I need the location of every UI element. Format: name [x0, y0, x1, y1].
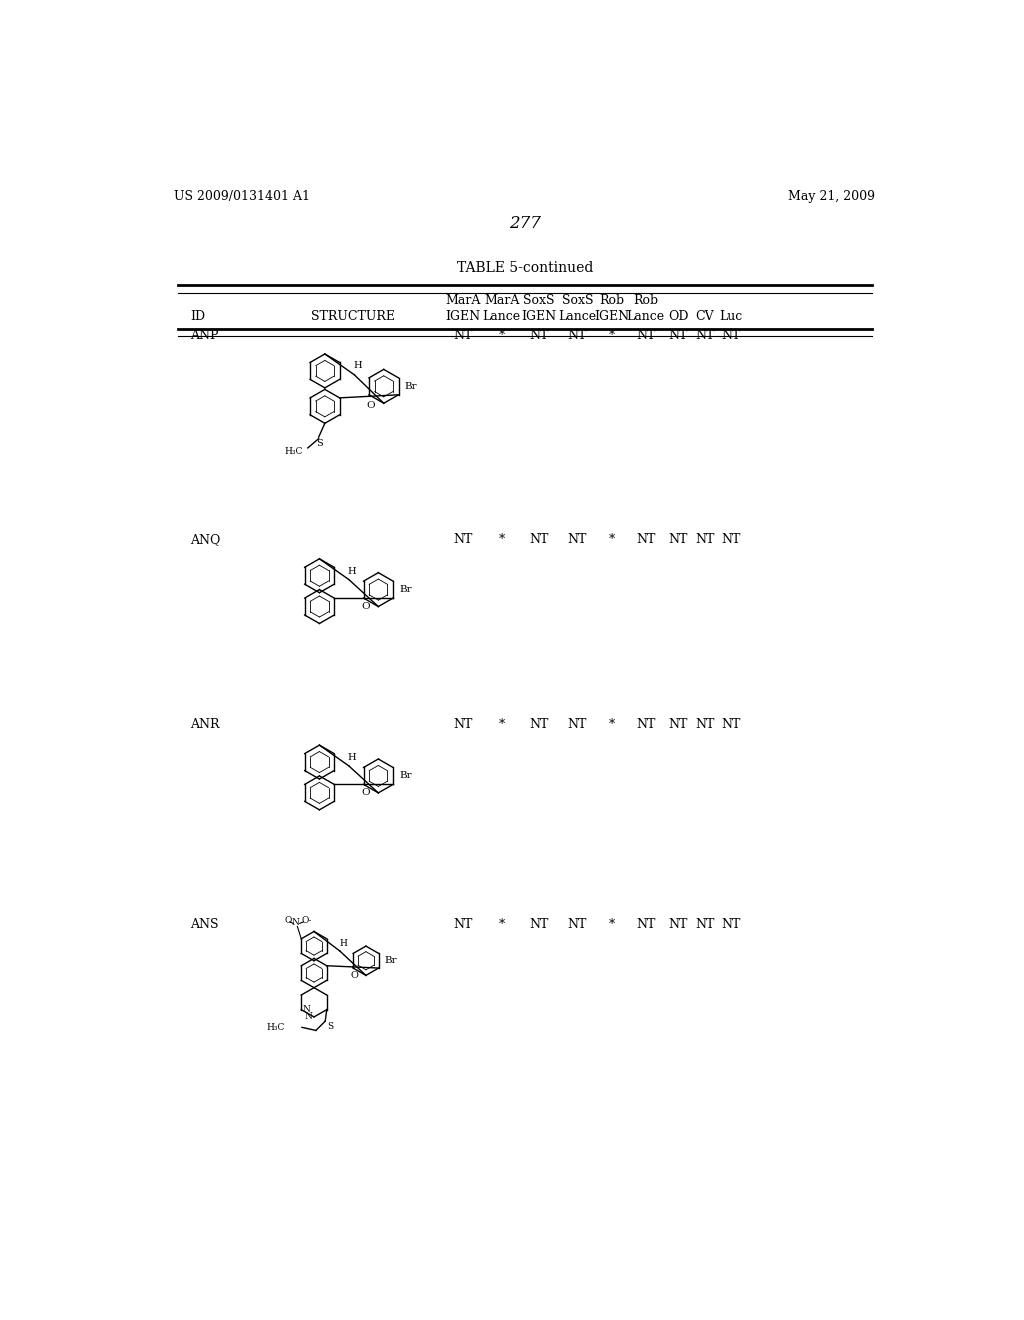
Text: S: S	[316, 440, 323, 449]
Text: O: O	[350, 970, 358, 979]
Text: NT: NT	[721, 329, 740, 342]
Text: N: N	[292, 919, 300, 927]
Text: NT: NT	[721, 533, 740, 546]
Text: H₃C: H₃C	[285, 446, 303, 455]
Text: NT: NT	[453, 329, 472, 342]
Text: NT: NT	[568, 917, 587, 931]
Text: *: *	[608, 533, 614, 546]
Text: OD: OD	[668, 310, 688, 323]
Text: O: O	[301, 916, 309, 925]
Text: STRUCTURE: STRUCTURE	[310, 310, 394, 323]
Text: IGEN: IGEN	[445, 310, 480, 323]
Text: *: *	[499, 718, 505, 731]
Text: NT: NT	[453, 718, 472, 731]
Text: H: H	[348, 754, 356, 762]
Text: NT: NT	[695, 533, 715, 546]
Text: NT: NT	[636, 718, 655, 731]
Text: NT: NT	[721, 718, 740, 731]
Text: NT: NT	[636, 329, 655, 342]
Text: NT: NT	[669, 329, 688, 342]
Text: TABLE 5-continued: TABLE 5-continued	[457, 261, 593, 275]
Text: ANQ: ANQ	[190, 533, 220, 546]
Text: NT: NT	[695, 329, 715, 342]
Text: O: O	[367, 401, 375, 411]
Text: Lance: Lance	[558, 310, 597, 323]
Text: 277: 277	[509, 215, 541, 232]
Text: NT: NT	[636, 917, 655, 931]
Text: IGEN: IGEN	[521, 310, 556, 323]
Text: NT: NT	[669, 718, 688, 731]
Text: H: H	[339, 939, 347, 948]
Text: N: N	[304, 1012, 312, 1022]
Text: NT: NT	[568, 533, 587, 546]
Text: Br: Br	[399, 585, 412, 594]
Text: *: *	[499, 329, 505, 342]
Text: H: H	[353, 362, 361, 370]
Text: CV: CV	[695, 310, 714, 323]
Text: NT: NT	[695, 718, 715, 731]
Text: Luc: Luc	[719, 310, 742, 323]
Text: *: *	[499, 533, 505, 546]
Text: NT: NT	[721, 917, 740, 931]
Text: N: N	[303, 1005, 310, 1014]
Text: Br: Br	[385, 956, 397, 965]
Text: Rob: Rob	[633, 294, 658, 308]
Text: H: H	[348, 566, 356, 576]
Text: NT: NT	[529, 329, 549, 342]
Text: NT: NT	[453, 917, 472, 931]
Text: MarA: MarA	[445, 294, 480, 308]
Text: ID: ID	[190, 310, 205, 323]
Text: *: *	[608, 329, 614, 342]
Text: Br: Br	[404, 381, 418, 391]
Text: *: *	[608, 718, 614, 731]
Text: Lance: Lance	[627, 310, 665, 323]
Text: ANR: ANR	[190, 718, 219, 731]
Text: NT: NT	[669, 917, 688, 931]
Text: MarA: MarA	[484, 294, 519, 308]
Text: O: O	[360, 788, 370, 797]
Text: NT: NT	[695, 917, 715, 931]
Text: NT: NT	[568, 718, 587, 731]
Text: IGEN: IGEN	[594, 310, 629, 323]
Text: O: O	[360, 602, 370, 611]
Text: NT: NT	[529, 718, 549, 731]
Text: Rob: Rob	[599, 294, 625, 308]
Text: US 2009/0131401 A1: US 2009/0131401 A1	[174, 190, 310, 203]
Text: Lance: Lance	[482, 310, 520, 323]
Text: *: *	[499, 917, 505, 931]
Text: *: *	[608, 917, 614, 931]
Text: ANP: ANP	[190, 329, 218, 342]
Text: ·: ·	[308, 915, 311, 928]
Text: O: O	[285, 916, 292, 925]
Text: SoxS: SoxS	[562, 294, 593, 308]
Text: NT: NT	[669, 533, 688, 546]
Text: Br: Br	[399, 771, 412, 780]
Text: May 21, 2009: May 21, 2009	[788, 190, 876, 203]
Text: S: S	[327, 1022, 333, 1031]
Text: NT: NT	[568, 329, 587, 342]
Text: NT: NT	[529, 533, 549, 546]
Text: H₃C: H₃C	[266, 1023, 285, 1032]
Text: NT: NT	[636, 533, 655, 546]
Text: NT: NT	[529, 917, 549, 931]
Text: NT: NT	[453, 533, 472, 546]
Text: SoxS: SoxS	[523, 294, 555, 308]
Text: ANS: ANS	[190, 917, 218, 931]
